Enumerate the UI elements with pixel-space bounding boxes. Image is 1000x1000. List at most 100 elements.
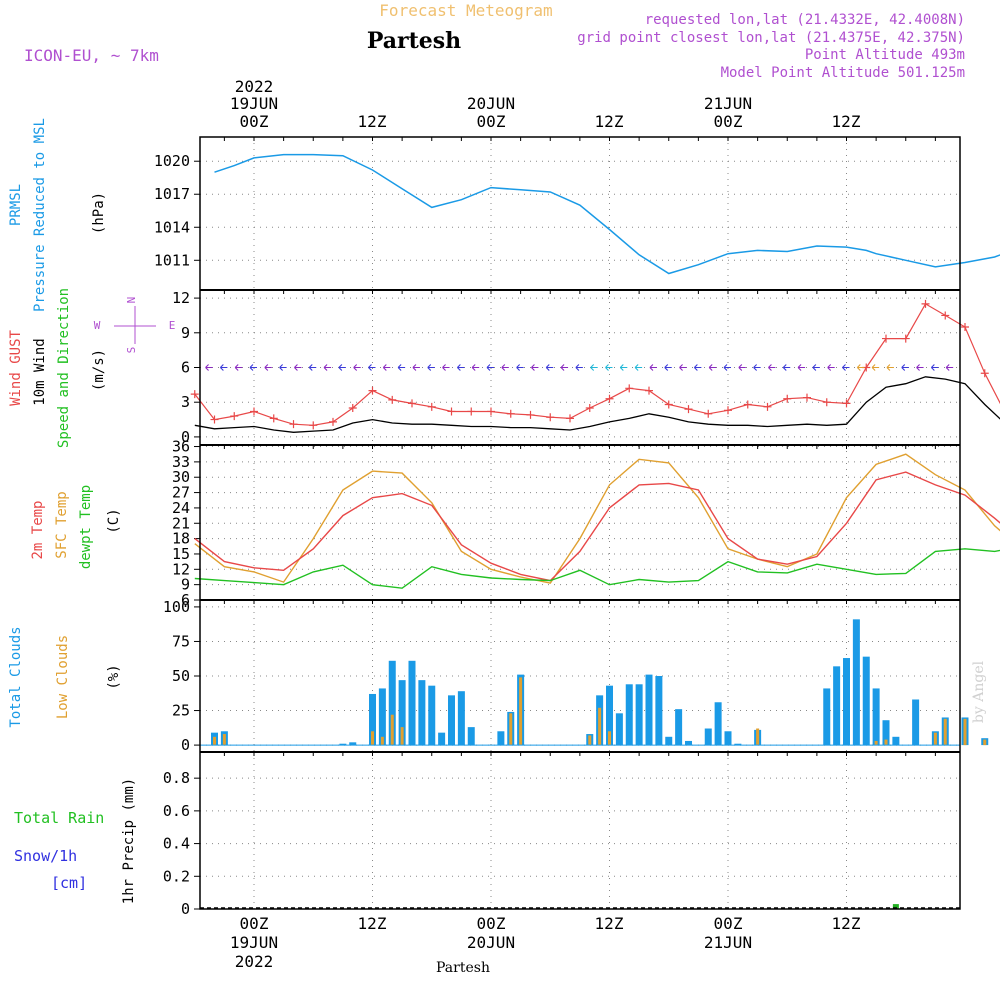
wind-direction-arrow-icon: [708, 364, 717, 371]
bottom-tick-5: 00Z: [714, 914, 743, 933]
panel-1-grid: 1011 1014 1017 1020: [154, 137, 960, 290]
y-tick-label: 24: [172, 499, 190, 517]
low-cloud-bar: [874, 740, 878, 746]
temp-2m-line: [194, 471, 1000, 582]
wind-direction-arrow-icon: [397, 364, 406, 371]
bottom-date-3: 21JUN: [704, 933, 752, 952]
y-tick-label: 75: [172, 632, 190, 650]
wind-direction-arrow-icon: [768, 364, 776, 371]
total-cloud-bar: [675, 709, 683, 746]
wind-direction-arrow-icon: [382, 364, 391, 371]
bottom-date-2: 20JUN: [467, 933, 515, 952]
top-tick-4: 12Z: [595, 112, 624, 131]
gust-marker: [388, 395, 397, 404]
gust-marker: [348, 403, 357, 412]
gust-marker: [566, 414, 574, 423]
gridpoint-coords: grid point closest lon,lat (21.4375E, 42…: [577, 30, 965, 46]
p1-unit: (hPa): [91, 192, 107, 234]
wind-direction-arrow-icon: [353, 364, 361, 371]
compass-east: E: [169, 319, 176, 332]
low-cloud-bar: [598, 707, 602, 746]
y-tick-label: 36: [172, 438, 190, 456]
wind10m-line: [194, 376, 1000, 433]
location-title: Partesh: [367, 28, 461, 54]
gust-marker: [605, 394, 614, 403]
wind-direction-arrow-icon: [427, 364, 435, 371]
gust-marker: [506, 409, 515, 418]
low-cloud-bar: [983, 739, 987, 746]
gust-marker: [664, 400, 673, 409]
p1-label-b: Pressure Reduced to MSL: [32, 118, 48, 312]
gust-marker: [980, 369, 989, 378]
low-cloud-bar: [588, 735, 592, 746]
top-tick-5: 00Z: [714, 112, 743, 131]
total-cloud-bar: [734, 743, 742, 746]
gust-marker: [921, 299, 930, 308]
p2-label-c: Speed and Direction: [56, 288, 72, 448]
gust-marker: [842, 399, 851, 408]
wind-direction-arrow-icon: [605, 364, 613, 371]
dewpoint-line: [194, 548, 1000, 589]
top-date-1: 19JUN: [230, 94, 278, 113]
wind-direction-arrow-icon: [901, 364, 909, 371]
total-cloud-bar: [438, 732, 446, 746]
y-tick-label: 0.6: [163, 802, 190, 820]
gust-marker: [269, 414, 278, 423]
total-cloud-bar: [418, 680, 426, 746]
wind-direction-arrow-icon: [693, 364, 702, 371]
wind-direction-arrow-icon: [412, 364, 420, 371]
total-cloud-bar: [872, 688, 880, 746]
wind-direction-arrow-icon: [649, 364, 657, 371]
total-cloud-bar: [625, 684, 633, 746]
low-cloud-bar: [213, 736, 216, 746]
gust-marker: [645, 386, 653, 395]
gust-marker: [803, 393, 811, 402]
pressure-line: [214, 153, 1000, 275]
wind-direction-arrow-icon: [338, 364, 346, 371]
point-altitude: Point Altitude 493m: [805, 47, 965, 63]
wind-direction-arrow-icon: [323, 364, 332, 371]
compass-south: S: [125, 347, 138, 354]
gust-marker: [230, 412, 239, 421]
gust-line: [194, 303, 1000, 426]
top-tick-2: 12Z: [358, 112, 387, 131]
total-cloud-bar: [408, 660, 416, 746]
model-altitude: Model Point Altitude 501.125m: [721, 65, 965, 81]
gust-marker: [743, 400, 752, 409]
wind-direction-arrow-icon: [486, 364, 494, 371]
total-cloud-bar: [912, 699, 920, 746]
y-tick-label: 18: [172, 530, 190, 548]
total-cloud-bar: [497, 731, 505, 746]
low-cloud-bar: [933, 732, 937, 746]
gust-marker: [546, 413, 555, 422]
bottom-tick-4: 12Z: [595, 914, 624, 933]
total-cloud-bar: [615, 713, 623, 746]
wind-direction-arrow-icon: [219, 364, 228, 371]
wind-direction-arrow-icon: [871, 364, 880, 371]
gust-marker: [329, 417, 337, 426]
total-cloud-bar: [862, 656, 870, 746]
total-cloud-bar: [467, 727, 475, 746]
wind-direction-arrow-icon: [264, 364, 272, 371]
plot-frame: [199, 136, 961, 910]
bottom-tick-2: 12Z: [358, 914, 387, 933]
gust-marker: [684, 405, 693, 414]
top-tick-6: 12Z: [832, 112, 861, 131]
y-tick-label: 6: [181, 591, 190, 609]
gust-marker: [961, 323, 969, 332]
y-tick-label: 9: [181, 324, 190, 342]
y-tick-label: 30: [172, 468, 190, 486]
total-cloud-bar: [398, 680, 406, 746]
gust-marker: [309, 421, 318, 430]
total-cloud-bar: [339, 743, 347, 746]
wind-direction-arrow-icon: [827, 364, 835, 371]
wind-direction-arrow-icon: [930, 364, 939, 371]
p5-label-a: Total Rain: [14, 809, 104, 827]
wind-direction-arrow-icon: [619, 364, 628, 371]
total-cloud-bar: [882, 720, 890, 746]
total-cloud-bar: [448, 695, 455, 746]
p5-label-c: [cm]: [51, 874, 87, 892]
gust-marker: [427, 402, 436, 411]
gust-marker: [289, 420, 298, 429]
